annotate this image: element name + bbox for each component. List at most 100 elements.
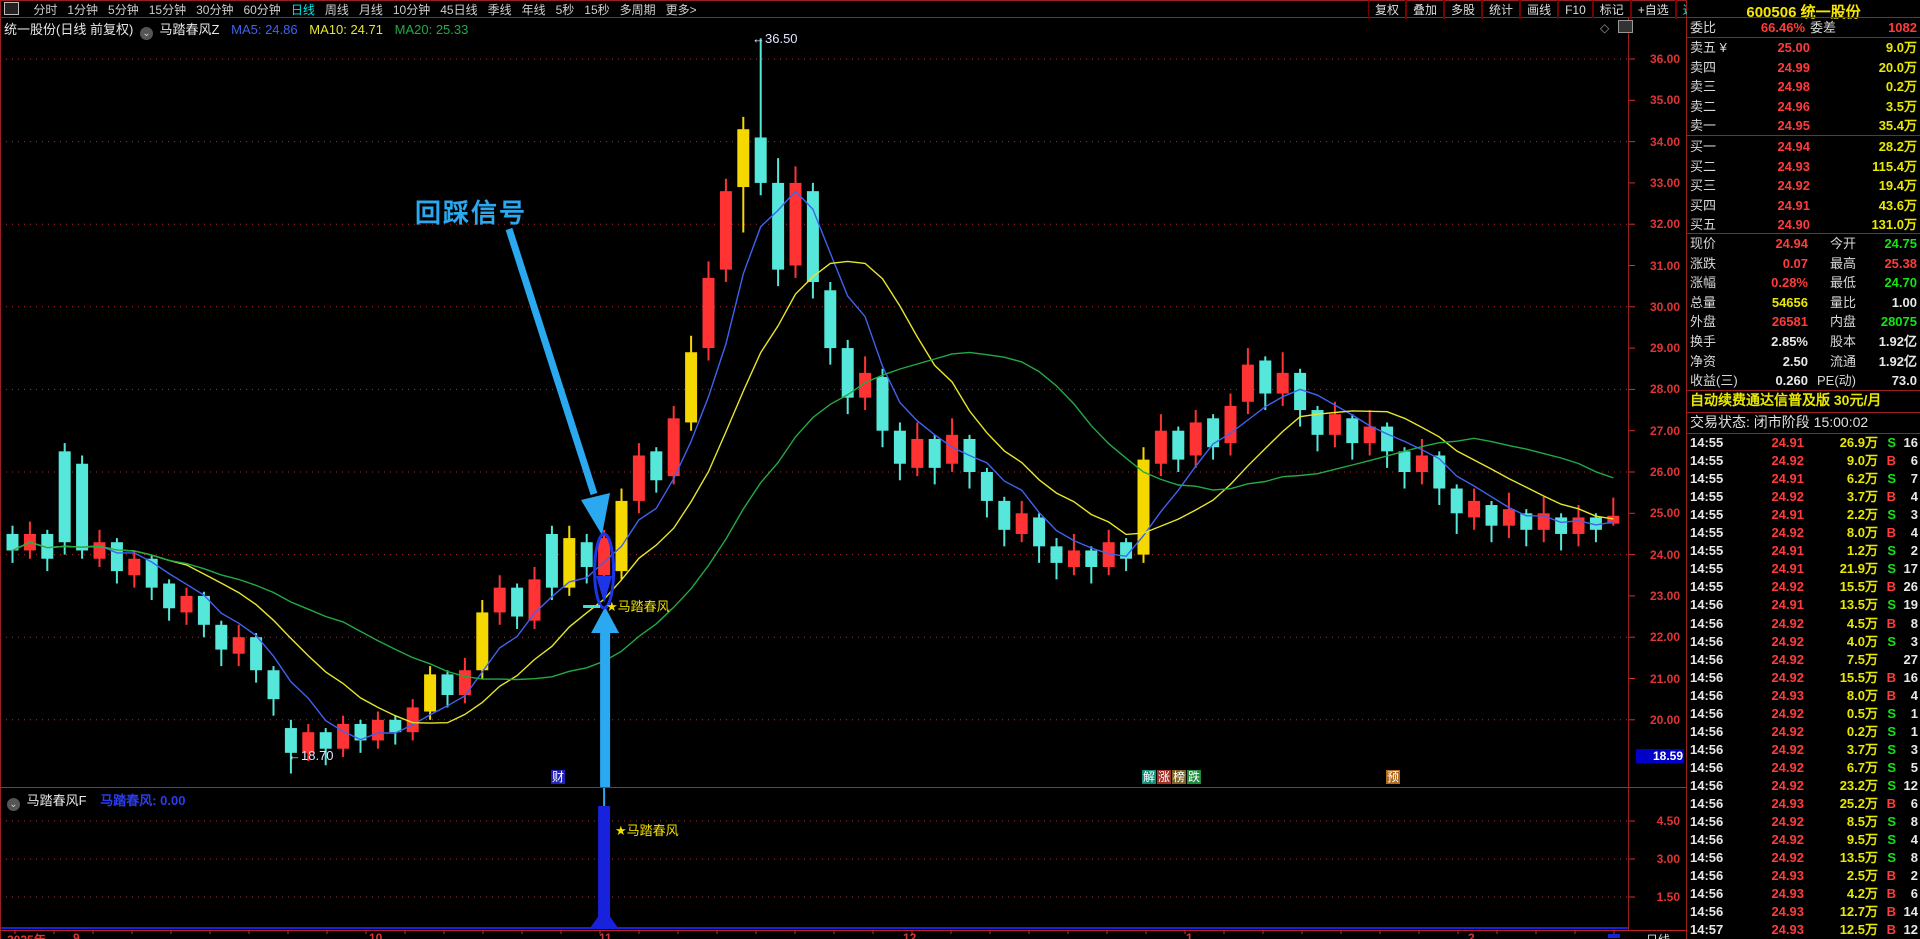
tick-price: 24.92 — [1771, 489, 1804, 505]
tick-price: 24.93 — [1771, 886, 1804, 902]
price-axis-label: 20.00 — [1649, 712, 1680, 727]
subscription-banner[interactable]: 自动续费通达信普及版 30元/月 — [1690, 392, 1882, 408]
bid-price[interactable]: 24.94 — [1777, 139, 1810, 154]
stat-row: 换手 2.85% 股本 1.92亿 — [1690, 332, 1917, 352]
tick-side: B — [1886, 525, 1896, 541]
tick-row: 14:56 24.92 0.5万 S 1 — [1690, 705, 1918, 723]
period-tab-更多>[interactable]: 更多> — [665, 3, 697, 17]
bid-row: 买五 24.90 131.0万 — [1690, 215, 1917, 235]
tick-side: S — [1887, 759, 1896, 775]
panel-separator — [1687, 37, 1920, 38]
period-tab-5秒[interactable]: 5秒 — [555, 3, 575, 17]
tick-side: B — [1886, 886, 1896, 902]
bid-volume: 115.4万 — [1872, 158, 1917, 174]
price-axis-label: 24.00 — [1649, 547, 1680, 562]
period-tab-多周期[interactable]: 多周期 — [619, 3, 656, 17]
tick-volume: 7.5万 — [1846, 651, 1878, 667]
tick-time: 14:56 — [1690, 777, 1724, 793]
quote-panel: 600506 统一股份 委比 66.46% 委差 1082 卖五 ¥ 25.00 9… — [1687, 0, 1920, 939]
period-tab-分时[interactable]: 分时 — [33, 3, 58, 17]
tick-time: 14:55 — [1690, 579, 1724, 595]
chevron-down-icon[interactable]: ⌄ — [7, 798, 20, 811]
time-axis-label: 2 — [1468, 931, 1475, 939]
period-tab-15秒[interactable]: 15秒 — [584, 3, 610, 17]
tick-price: 24.91 — [1771, 543, 1804, 559]
bid-price[interactable]: 24.91 — [1777, 197, 1810, 213]
bid-row: 买一 24.94 28.2万 — [1690, 137, 1917, 157]
period-tab-年线[interactable]: 年线 — [521, 3, 546, 17]
period-tab-月线[interactable]: 月线 — [358, 3, 383, 17]
event-badge-预[interactable]: 预 — [1386, 770, 1401, 784]
tick-time: 14:56 — [1690, 687, 1724, 703]
bid-price[interactable]: 24.92 — [1777, 178, 1810, 194]
event-badge-跌[interactable]: 跌 — [1187, 770, 1202, 784]
low-price-annotation: ←18.70 — [288, 748, 334, 763]
stat-label: 最低 — [1829, 275, 1856, 291]
toolbar-button-叠加[interactable]: 叠加 — [1406, 0, 1445, 19]
period-tab-季线[interactable]: 季线 — [487, 3, 512, 17]
period-tab-1分钟[interactable]: 1分钟 — [67, 3, 99, 17]
toolbar-button-标记[interactable]: 标记 — [1592, 0, 1631, 19]
stat-value: 25.38 — [1884, 255, 1917, 271]
period-tab-15分钟[interactable]: 15分钟 — [148, 3, 187, 17]
price-axis-label: 25.00 — [1649, 506, 1680, 521]
period-tab-30分钟[interactable]: 30分钟 — [196, 3, 234, 17]
sub-indicator-name[interactable]: 马踏春风F — [26, 793, 87, 808]
tick-volume: 6.2万 — [1846, 471, 1878, 487]
tick-count: 4 — [1910, 525, 1918, 541]
toolbar-button-复权[interactable]: 复权 — [1368, 0, 1407, 19]
tick-count: 6 — [1910, 886, 1918, 902]
chevron-down-icon[interactable]: ⌄ — [139, 27, 153, 40]
tick-volume: 26.9万 — [1839, 435, 1878, 450]
tick-price: 24.92 — [1771, 832, 1804, 848]
tick-price: 24.93 — [1771, 868, 1804, 884]
toolbar-button-F10[interactable]: F10 — [1558, 2, 1593, 18]
toolbar-button-统计[interactable]: 统计 — [1482, 0, 1521, 19]
ask-price[interactable]: 24.96 — [1777, 98, 1810, 114]
tick-count: 8 — [1910, 615, 1918, 631]
tick-price: 24.92 — [1771, 723, 1804, 739]
event-badge-解[interactable]: 解 — [1142, 770, 1157, 784]
tick-count: 4 — [1910, 687, 1918, 703]
window-icon[interactable] — [4, 2, 19, 15]
bid-price[interactable]: 24.90 — [1777, 217, 1810, 233]
period-tab-60分钟[interactable]: 60分钟 — [243, 3, 281, 17]
ask-price[interactable]: 25.00 — [1777, 40, 1810, 55]
toolbar-button-+自选[interactable]: +自选 — [1630, 0, 1676, 19]
tick-time: 14:57 — [1690, 922, 1724, 938]
tick-row: 14:55 24.91 1.2万 S 2 — [1690, 542, 1918, 560]
tick-row: 14:56 24.92 3.7万 S 3 — [1690, 741, 1918, 759]
weicha-value: 1082 — [1888, 20, 1917, 35]
tick-price: 24.93 — [1771, 922, 1804, 938]
split-window-icon[interactable] — [1617, 20, 1633, 33]
pullback-signal-annotation: 回踩信号 — [415, 198, 528, 228]
ask-row: 卖二 24.96 3.5万 — [1690, 97, 1917, 117]
toolbar-button-画线[interactable]: 画线 — [1520, 0, 1559, 19]
stat-row: 涨幅 0.28% 最低 24.70 — [1690, 273, 1917, 293]
event-badge-榜[interactable]: 榜 — [1172, 770, 1187, 784]
stat-value: 24.70 — [1884, 275, 1917, 291]
event-badge-财[interactable]: 财 — [551, 770, 566, 784]
period-tab-日线[interactable]: 日线 — [290, 3, 315, 17]
ask-price[interactable]: 24.99 — [1777, 59, 1810, 75]
ask-price[interactable]: 24.98 — [1777, 79, 1810, 95]
tick-side: B — [1886, 796, 1896, 811]
toolbar-button-多股[interactable]: 多股 — [1444, 0, 1483, 19]
diamond-icon[interactable]: ◇ — [1600, 21, 1610, 35]
period-tab-45日线[interactable]: 45日线 — [440, 3, 478, 17]
period-tab-周线[interactable]: 周线 — [324, 3, 349, 17]
ask-price[interactable]: 24.95 — [1777, 118, 1810, 134]
period-tab-5分钟[interactable]: 5分钟 — [108, 3, 139, 17]
bid-volume: 19.4万 — [1878, 178, 1917, 194]
tick-count: 14 — [1903, 904, 1918, 920]
tick-count: 26 — [1903, 579, 1918, 595]
price-axis-label: 34.00 — [1649, 134, 1680, 149]
period-tab-10分钟[interactable]: 10分钟 — [392, 3, 431, 17]
main-indicator-name[interactable]: 马踏春风Z — [159, 22, 220, 37]
tick-volume: 4.2万 — [1846, 886, 1878, 902]
tick-side: S — [1887, 777, 1896, 793]
tick-volume: 23.2万 — [1839, 777, 1878, 793]
bid-price[interactable]: 24.93 — [1777, 158, 1810, 174]
event-badge-涨[interactable]: 涨 — [1157, 770, 1172, 784]
candlestick-chart[interactable] — [0, 0, 1687, 939]
